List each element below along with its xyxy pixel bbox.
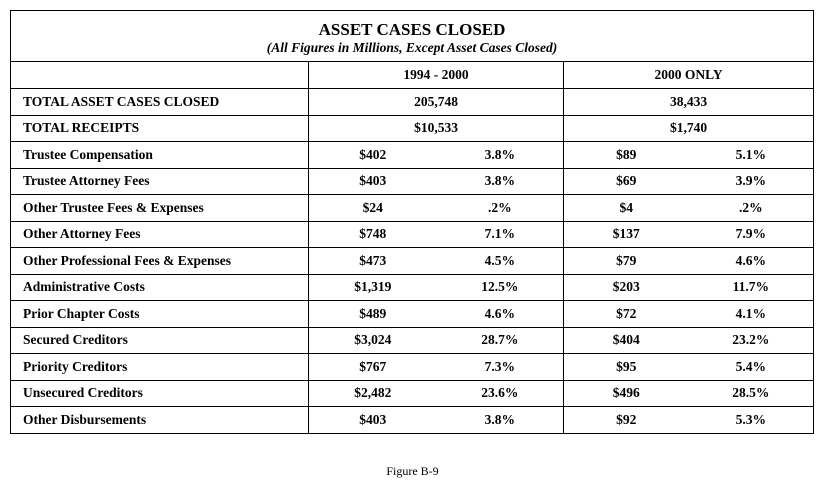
period-a-amount: $403	[308, 167, 437, 195]
period-a-amount: $1,319	[308, 273, 437, 301]
period-a-amount: $473	[308, 247, 437, 275]
table-row: Unsecured Creditors $2,482 23.6% $496 28.5%	[10, 379, 815, 407]
period-b-amount: $69	[563, 167, 689, 195]
row-label: Other Disbursements	[10, 406, 309, 434]
total-row: TOTAL ASSET CASES CLOSED 205,748 38,433	[10, 88, 815, 116]
period-a-header: 1994 - 2000	[308, 61, 564, 89]
row-label: Unsecured Creditors	[10, 379, 309, 407]
table-row: Other Trustee Fees & Expenses $24.2% $4.2%	[10, 194, 815, 222]
period-a-percent: 3.8%	[436, 167, 564, 195]
period-b-amount: $89	[563, 141, 689, 169]
table-title: ASSET CASES CLOSED	[318, 20, 506, 39]
period-b-amount: $72	[563, 300, 689, 328]
period-b-amount: $137	[563, 220, 689, 248]
table-row: Priority Creditors $767 7.3% $95 5.4%	[10, 353, 815, 381]
period-b-percent: 5.3%	[688, 406, 815, 434]
figure-caption: Figure B-9	[386, 464, 439, 478]
header-blank-cell	[10, 61, 309, 89]
period-b-percent: 4.6%	[688, 247, 815, 275]
total-row: TOTAL RECEIPTS $10,533 $1,740	[10, 114, 815, 142]
period-a-amount: $489	[308, 300, 437, 328]
period-a-percent: 23.6%	[436, 379, 564, 407]
row-label: Prior Chapter Costs	[10, 300, 309, 328]
total-value-period-b: $1,740	[562, 114, 815, 142]
period-a-percent: 4.5%	[436, 247, 564, 275]
row-label: Other Trustee Fees & Expenses	[10, 194, 309, 222]
period-b-percent: 23.2%	[688, 326, 815, 354]
period-a-amount: $3,024	[308, 326, 437, 354]
period-b-amount: $95	[563, 353, 689, 381]
period-b-percent: 28.5%	[688, 379, 815, 407]
period-a-percent: 3.8%	[436, 141, 564, 169]
row-label: Other Attorney Fees	[10, 220, 309, 248]
period-a-amount: $748	[308, 220, 437, 248]
table-row: Trustee Attorney Fees $403 3.8% $69 3.9%	[10, 167, 815, 195]
total-value-period-a: 205,748	[308, 88, 564, 116]
period-b-percent: .2%	[688, 194, 815, 222]
period-b-percent: 4.1%	[688, 300, 815, 328]
period-b-amount: $496	[563, 379, 689, 407]
period-a-percent: 4.6%	[436, 300, 564, 328]
row-label: Secured Creditors	[10, 326, 309, 354]
total-label: TOTAL RECEIPTS	[10, 114, 309, 142]
period-b-amount: $79	[563, 247, 689, 275]
period-b-percent: 3.9%	[688, 167, 815, 195]
table-subtitle: (All Figures in Millions, Except Asset C…	[266, 40, 558, 55]
period-a-percent: 28.7%	[436, 326, 564, 354]
row-label: Administrative Costs	[10, 273, 309, 301]
period-b-percent: 7.9%	[688, 220, 815, 248]
period-b-amount: $404	[563, 326, 689, 354]
table-title-cell: ASSET CASES CLOSED (All Figures in Milli…	[9, 10, 815, 62]
period-b-amount: $4	[563, 194, 689, 222]
period-b-percent: 11.7%	[688, 273, 815, 301]
period-b-header: 2000 ONLY	[562, 61, 815, 89]
table-row: Trustee Compensation $402 3.8% $89 5.1%	[10, 141, 815, 169]
row-label: Trustee Attorney Fees	[10, 167, 309, 195]
period-a-amount: $2,482	[308, 379, 437, 407]
total-label: TOTAL ASSET CASES CLOSED	[10, 88, 309, 116]
period-b-percent: 5.4%	[688, 353, 815, 381]
table-row: Other Disbursements $403 3.8% $92 5.3%	[10, 406, 815, 434]
period-a-amount: $767	[308, 353, 437, 381]
period-a-amount: $402	[308, 141, 437, 169]
period-a-percent: 7.1%	[436, 220, 564, 248]
period-a-percent: .2%	[436, 194, 564, 222]
total-value-period-a: $10,533	[308, 114, 564, 142]
period-a-percent: 3.8%	[436, 406, 564, 434]
table-row: Administrative Costs $1,319 12.5% $203 11.7%	[10, 273, 815, 301]
period-a-amount: $24	[308, 194, 437, 222]
period-a-percent: 7.3%	[436, 353, 564, 381]
period-b-percent: 5.1%	[688, 141, 815, 169]
total-value-period-b: 38,433	[562, 88, 815, 116]
row-label: Priority Creditors	[10, 353, 309, 381]
row-label: Trustee Compensation	[10, 141, 309, 169]
table-row: Prior Chapter Costs $489 4.6% $72 4.1%	[10, 300, 815, 328]
asset-cases-table: ASSET CASES CLOSED (All Figures in Milli…	[9, 10, 815, 434]
row-label: Other Professional Fees & Expenses	[10, 247, 309, 275]
table-row: Other Attorney Fees $748 7.1% $137 7.9%	[10, 220, 815, 248]
table-row: Secured Creditors $3,024 28.7% $404 23.2%	[10, 326, 815, 354]
period-a-amount: $403	[308, 406, 437, 434]
table-row: Other Professional Fees & Expenses $473 4.…	[10, 247, 815, 275]
asset-cases-table-container: ASSET CASES CLOSED (All Figures in Milli…	[9, 10, 815, 434]
period-a-percent: 12.5%	[436, 273, 564, 301]
period-b-amount: $92	[563, 406, 689, 434]
period-b-amount: $203	[563, 273, 689, 301]
